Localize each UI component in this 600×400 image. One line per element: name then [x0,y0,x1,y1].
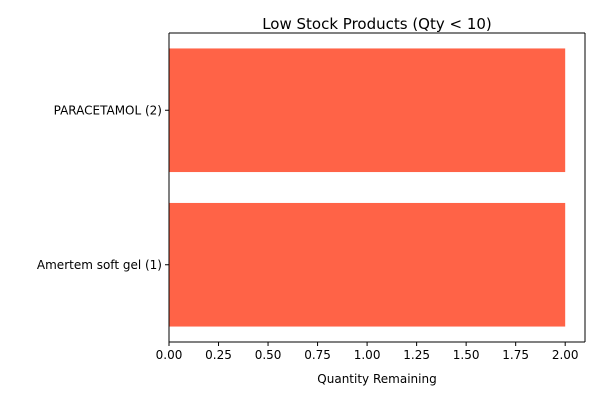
x-axis-label: Quantity Remaining [317,372,436,386]
x-tick-label: 0.50 [255,348,282,362]
bar-paracetamol-2 [169,48,566,173]
x-tick-label: 0.25 [205,348,232,362]
y-tick-label: Amertem soft gel (1) [37,258,162,272]
y-tick-label: PARACETAMOL (2) [54,103,162,117]
x-tick-label: 1.50 [453,348,480,362]
y-ticks: PARACETAMOL (2) Amertem soft gel (1) [37,103,169,272]
bars-layer [169,48,566,327]
x-tick-label: 1.00 [354,348,381,362]
bar-amertem-soft-gel-1 [169,202,566,327]
chart-title: Low Stock Products (Qty < 10) [262,15,492,33]
x-ticks: 0.00 0.25 0.50 0.75 1.00 1.25 1.50 1.75 2.00 [156,342,579,362]
x-tick-label: 1.25 [403,348,430,362]
x-tick-label: 1.75 [502,348,529,362]
x-tick-label: 2.00 [552,348,579,362]
x-tick-label: 0.00 [156,348,183,362]
x-tick-label: 0.75 [304,348,331,362]
